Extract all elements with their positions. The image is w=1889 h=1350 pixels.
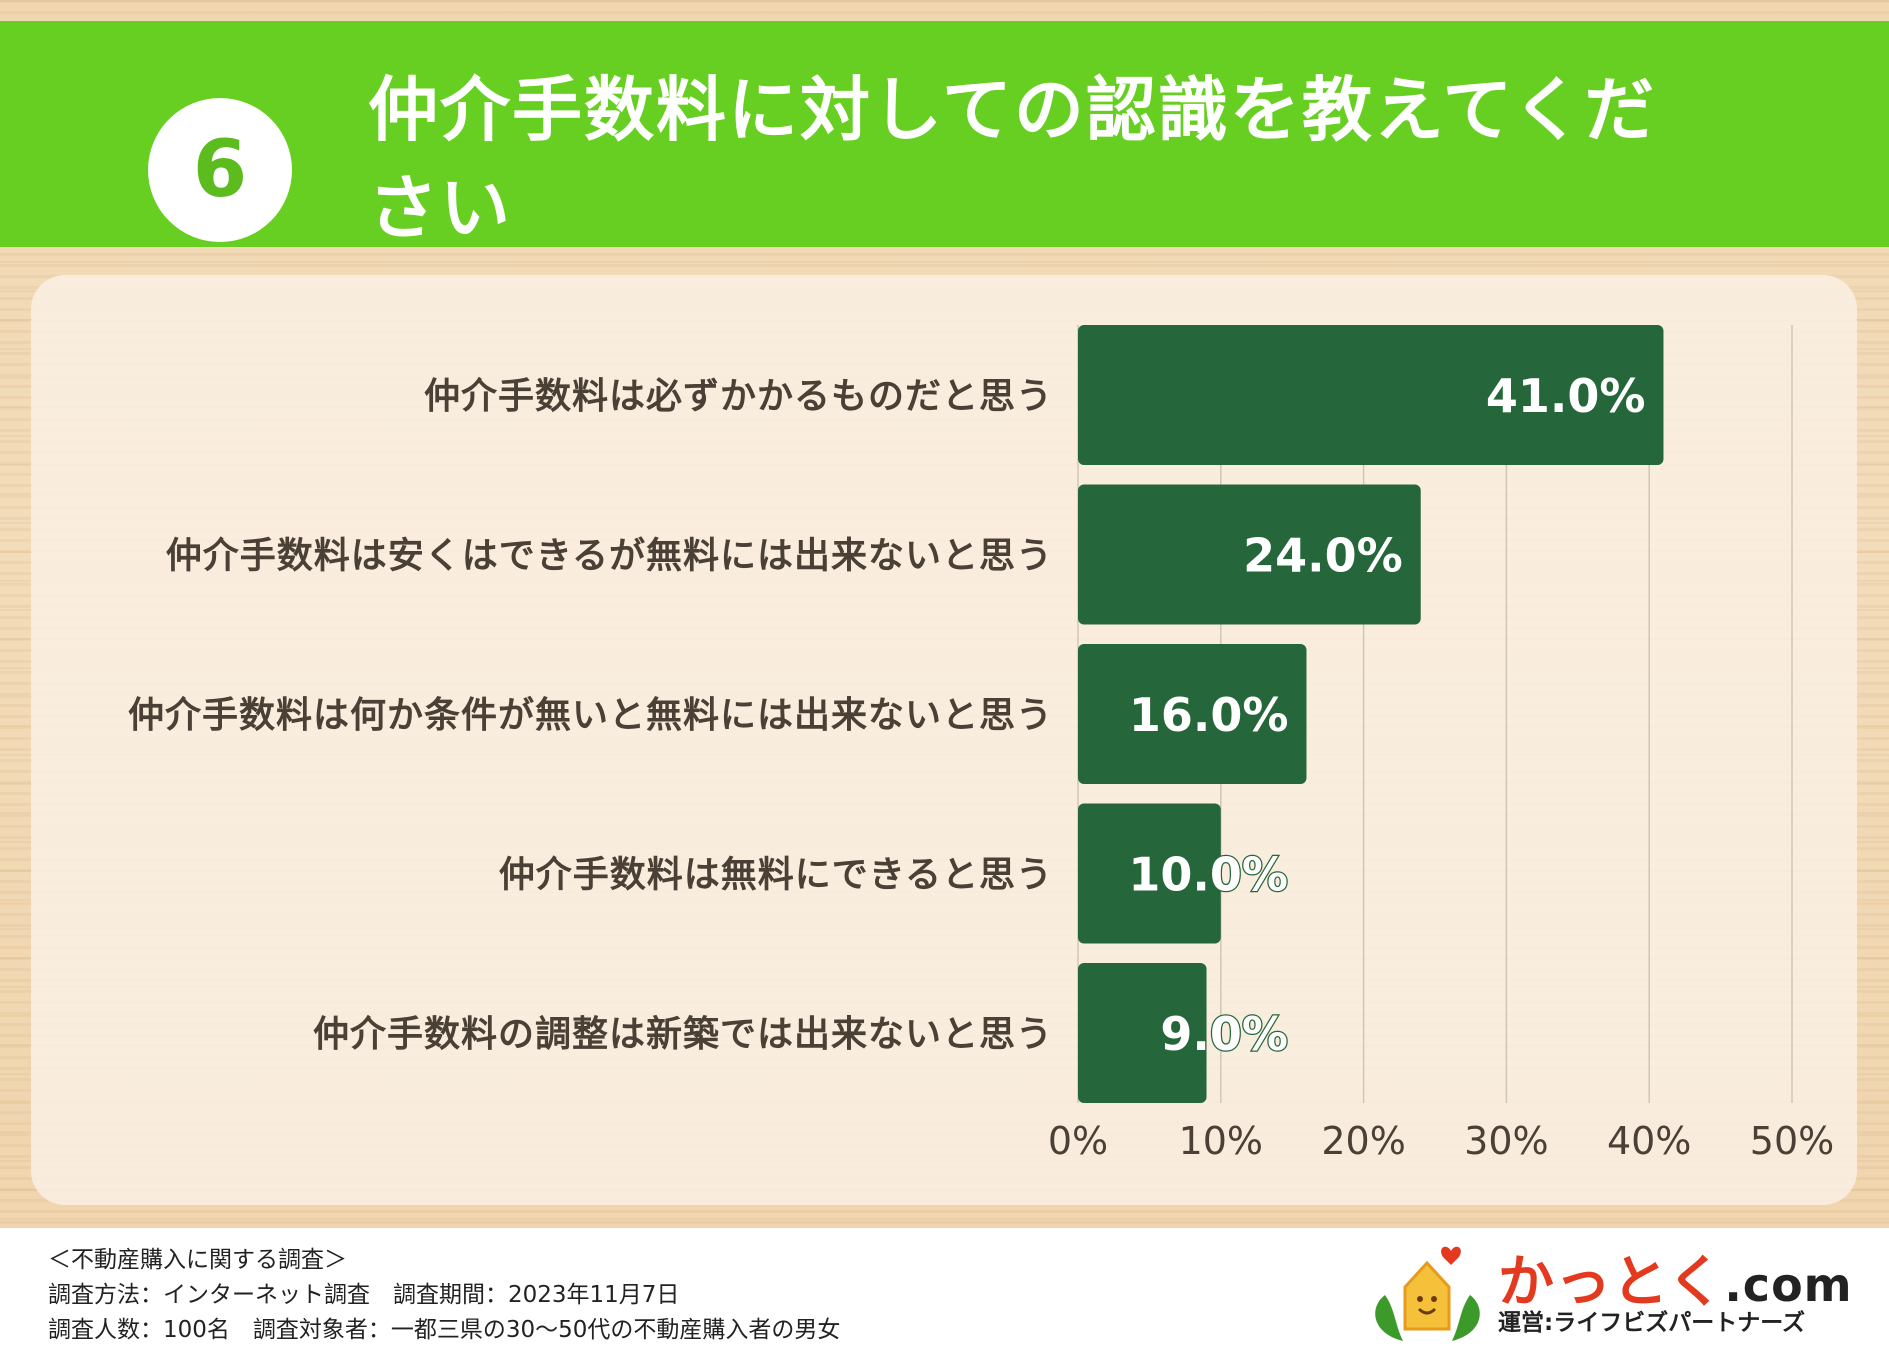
- brand-logo: かっとく.com 運営:ライフビズパートナーズ: [1365, 1237, 1852, 1345]
- survey-title: ＜不動産購入に関する調査＞: [48, 1247, 347, 1273]
- x-tick-label: 40%: [1607, 1119, 1691, 1163]
- x-tick-label: 20%: [1321, 1119, 1405, 1163]
- x-tick-label: 10%: [1179, 1119, 1263, 1163]
- survey-target: 調査人数：100名 調査対象者：一都三県の30〜50代の不動産購入者の男女: [48, 1317, 841, 1343]
- value-label: 9.0%: [1160, 1007, 1288, 1061]
- category-label: 仲介手数料は必ずかかるものだと思う: [424, 376, 1053, 417]
- value-label: 24.0%: [1243, 529, 1403, 583]
- logo-operator: 運営:ライフビズパートナーズ: [1498, 1310, 1806, 1336]
- bar: [1078, 484, 1421, 625]
- x-tick-label: 30%: [1464, 1119, 1548, 1163]
- house-leaf-logo-icon: [1375, 1246, 1480, 1341]
- value-label: 41.0%: [1486, 369, 1646, 423]
- category-label: 仲介手数料の調整は新築では出来ないと思う: [313, 1014, 1053, 1055]
- bar: [1078, 644, 1307, 784]
- footer: ＜不動産購入に関する調査＞ 調査方法：インターネット調査 調査期間：2023年1…: [0, 1228, 1889, 1350]
- question-number-badge: 6: [148, 98, 292, 242]
- bar: [1078, 803, 1221, 944]
- x-tick-label: 0%: [1048, 1119, 1108, 1163]
- logo-wordmark: かっとく.com: [1498, 1237, 1853, 1318]
- bar: [1078, 963, 1207, 1103]
- bar-chart: 0% 10% 20% 30% 40% 50% 仲介手数料は必ずかかるものだと思う 41.0% 仲…: [128, 325, 1834, 1163]
- logo-domain-suffix: .com: [1724, 1258, 1853, 1312]
- header-banner: 6 仲介手数料に対しての認識を教えてください: [0, 21, 1889, 249]
- logo-name: かっとく: [1498, 1250, 1725, 1315]
- category-label: 仲介手数料は何か条件が無いと無料には出来ないと思う: [128, 695, 1053, 736]
- category-label: 仲介手数料は無料にできると思う: [499, 855, 1053, 896]
- category-label: 仲介手数料は安くはできるが無料には出来ないと思う: [166, 536, 1053, 577]
- survey-method: 調査方法：インターネット調査 調査期間：2023年11月7日: [48, 1282, 680, 1308]
- bar: [1078, 325, 1664, 465]
- value-label: 10.0%: [1128, 848, 1288, 902]
- page-title: 仲介手数料に対しての認識を教えてください: [368, 69, 1657, 249]
- x-tick-label: 50%: [1750, 1119, 1834, 1163]
- value-label: 16.0%: [1129, 688, 1289, 742]
